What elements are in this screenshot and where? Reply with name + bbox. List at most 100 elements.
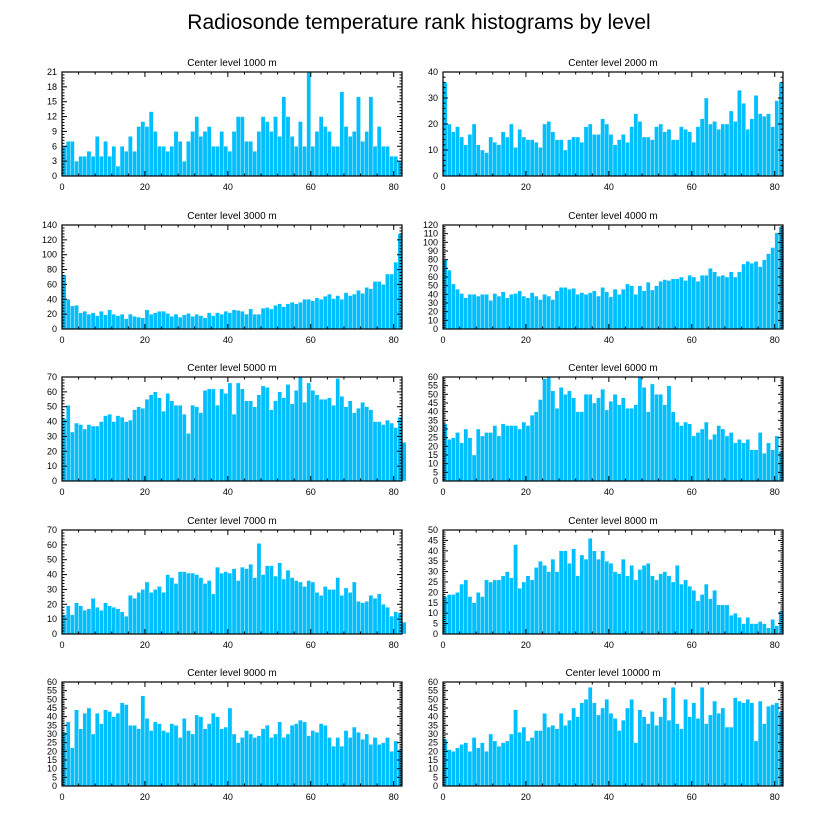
bar <box>314 131 320 177</box>
bar <box>571 288 576 330</box>
bar <box>612 144 618 177</box>
bar <box>737 439 742 482</box>
bar <box>500 131 506 177</box>
bar <box>281 306 287 330</box>
x-tick-label: 80 <box>770 640 780 650</box>
bar <box>687 716 692 787</box>
bar <box>252 737 258 787</box>
bar <box>227 572 233 635</box>
bar <box>492 740 498 787</box>
bar <box>695 126 701 177</box>
bar <box>525 139 531 177</box>
bar <box>542 123 547 177</box>
x-tick-label: 20 <box>140 640 150 650</box>
bar <box>583 394 589 482</box>
bar <box>285 116 291 177</box>
bar <box>136 592 141 635</box>
bar <box>554 290 560 330</box>
bar <box>521 581 527 635</box>
bar <box>550 131 556 177</box>
bar <box>724 276 730 330</box>
bar <box>741 263 746 330</box>
bar <box>99 421 104 482</box>
bar <box>467 134 473 177</box>
bar <box>687 423 692 482</box>
bar <box>128 313 133 330</box>
bar <box>169 400 175 482</box>
y-tick-label: 40 <box>428 289 438 299</box>
bar <box>140 589 146 635</box>
bar <box>699 275 705 330</box>
bar <box>654 394 659 482</box>
bar <box>190 572 195 635</box>
y-tick-label: 120 <box>42 235 57 245</box>
bar <box>770 704 775 787</box>
bar <box>285 384 291 482</box>
bar <box>70 431 75 482</box>
bar <box>699 428 705 482</box>
bar <box>596 295 601 330</box>
bar <box>165 151 170 177</box>
bar <box>608 563 614 635</box>
bar <box>173 725 179 787</box>
bar <box>327 293 332 330</box>
bar <box>612 288 618 330</box>
y-tick-label: 30 <box>47 584 57 594</box>
bar <box>314 592 320 635</box>
panel-title: Center level 6000 m <box>568 363 658 374</box>
bar <box>517 290 522 330</box>
bar <box>471 737 477 787</box>
bar <box>720 123 726 177</box>
bar <box>256 131 262 177</box>
bar <box>136 316 141 330</box>
bar <box>277 136 282 177</box>
bar <box>153 589 158 635</box>
bar <box>99 310 104 330</box>
bar <box>323 586 328 635</box>
bar <box>500 423 506 482</box>
x-tick-label: 40 <box>223 792 233 802</box>
bar <box>202 390 208 482</box>
bar <box>658 281 663 330</box>
bar <box>704 421 709 482</box>
y-tick-label: 25 <box>47 738 57 748</box>
bar <box>592 402 597 482</box>
y-tick-label: 20 <box>47 446 57 456</box>
bar <box>347 400 353 482</box>
bar <box>666 719 672 787</box>
y-tick-label: 45 <box>428 703 438 713</box>
panel-1: Center level 1000 m 0 20 40 60 80 0 3 6 9 12 15 18 21 <box>47 58 403 192</box>
bar <box>264 307 270 330</box>
bar <box>119 313 125 330</box>
bar <box>753 623 759 635</box>
bar <box>219 131 224 177</box>
bar <box>372 737 378 787</box>
bar <box>111 421 117 482</box>
y-tick-label: 10 <box>428 764 438 774</box>
y-tick-label: 40 <box>428 67 438 77</box>
bar <box>294 723 299 787</box>
x-tick-label: 80 <box>389 487 399 497</box>
bar <box>372 281 378 330</box>
y-tick-label: 15 <box>47 755 57 765</box>
bar <box>177 737 183 787</box>
bar <box>774 625 780 635</box>
y-tick-label: 50 <box>47 694 57 704</box>
bar <box>347 592 353 635</box>
bar <box>608 134 614 177</box>
bar <box>704 275 709 330</box>
bar <box>260 728 266 787</box>
bar <box>103 415 108 482</box>
bar <box>368 96 374 177</box>
bar <box>480 149 485 177</box>
bar <box>757 113 763 177</box>
bar <box>542 565 547 635</box>
bar <box>625 575 630 635</box>
bar <box>86 313 92 330</box>
bar <box>658 716 663 787</box>
bar <box>269 308 274 330</box>
bar <box>124 151 129 177</box>
bar <box>757 432 763 482</box>
bar <box>169 146 175 177</box>
bar <box>554 139 560 177</box>
